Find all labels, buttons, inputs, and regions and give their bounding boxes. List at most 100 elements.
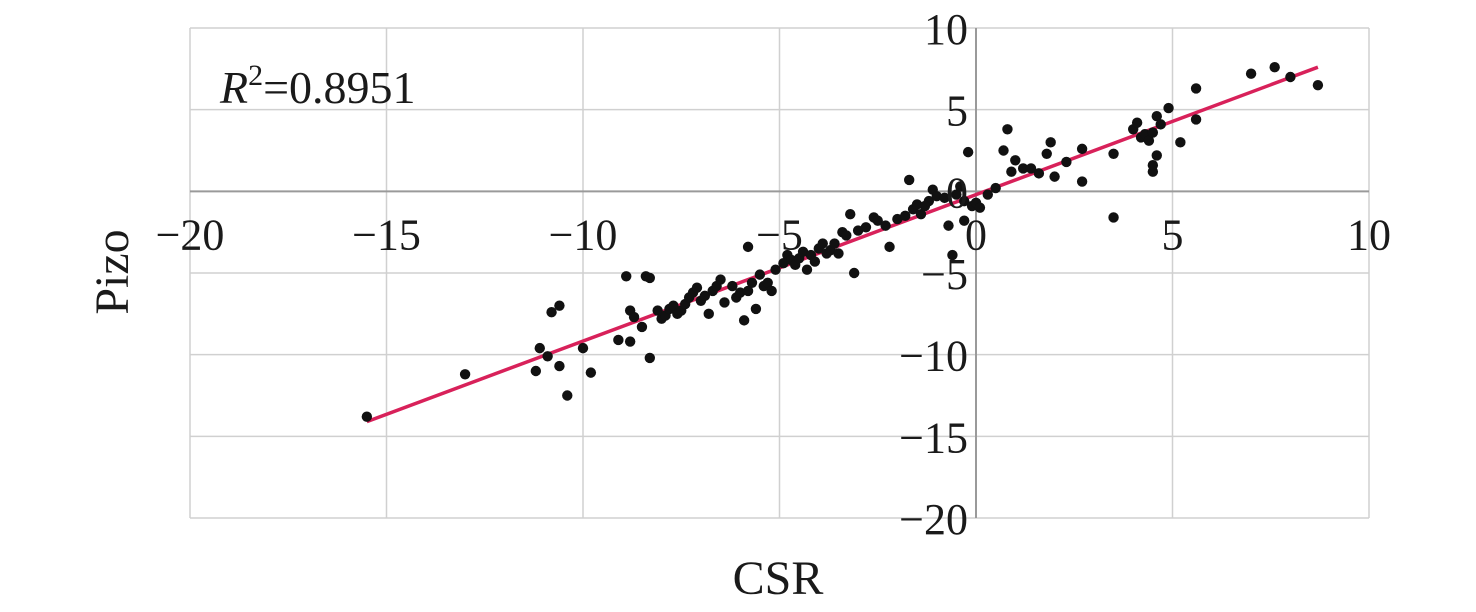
data-point <box>998 145 1009 156</box>
data-point <box>801 264 813 275</box>
data-point <box>1155 119 1166 130</box>
data-point <box>892 213 903 225</box>
data-point <box>959 215 970 226</box>
data-point <box>833 248 844 259</box>
data-point <box>1151 150 1162 161</box>
data-point <box>1269 61 1280 73</box>
data-point <box>990 182 1001 194</box>
data-point <box>459 369 471 380</box>
data-point <box>939 192 950 204</box>
data-point <box>1108 212 1119 223</box>
data-point <box>770 264 781 275</box>
y-tick-label: −20 <box>899 495 968 544</box>
y-tick-label: −15 <box>899 413 968 462</box>
data-point <box>951 189 962 200</box>
data-point <box>644 352 656 364</box>
data-point <box>530 365 542 377</box>
data-point <box>754 269 766 280</box>
data-point <box>959 195 970 207</box>
data-point <box>766 285 777 297</box>
data-point <box>534 342 545 354</box>
x-tick-label: −10 <box>549 210 618 259</box>
data-point <box>735 287 746 298</box>
data-point <box>628 311 640 323</box>
data-point <box>621 271 632 282</box>
data-point <box>982 189 993 200</box>
y-tick-label: 5 <box>946 87 968 136</box>
axes <box>190 28 1369 518</box>
data-point <box>1033 168 1045 179</box>
data-point <box>845 209 856 220</box>
data-point <box>943 220 954 231</box>
data-point <box>652 305 663 316</box>
data-point <box>829 238 840 249</box>
data-point <box>1017 163 1029 174</box>
data-point <box>1190 83 1202 94</box>
data-point <box>1147 127 1159 138</box>
data-point <box>1076 176 1088 187</box>
data-point <box>624 336 636 347</box>
data-point <box>746 277 758 288</box>
data-point <box>715 274 726 285</box>
y-axis-title: Pizo <box>86 229 139 314</box>
data-point <box>1010 155 1021 166</box>
data-points <box>361 61 1324 422</box>
data-point <box>1312 79 1324 91</box>
data-point <box>872 215 883 226</box>
data-point <box>955 181 966 192</box>
r-squared-annotation: R2=0.8951 <box>219 59 416 113</box>
data-point <box>750 303 762 315</box>
r-value: =0.8951 <box>263 62 415 113</box>
r-symbol: R <box>219 62 248 113</box>
data-point <box>860 222 872 233</box>
data-point <box>884 241 895 253</box>
data-point <box>1061 156 1072 168</box>
data-point <box>762 277 773 288</box>
data-point <box>1143 135 1155 146</box>
data-point <box>1147 160 1159 171</box>
data-point <box>613 334 624 346</box>
x-tick-label: −5 <box>756 210 803 259</box>
data-point <box>699 290 711 302</box>
y-tick-label: −5 <box>921 250 968 299</box>
data-point <box>962 146 974 158</box>
data-point <box>911 199 923 210</box>
data-point <box>1041 148 1052 159</box>
data-point <box>1245 68 1257 79</box>
data-point <box>546 307 557 318</box>
data-point <box>778 258 789 269</box>
data-point <box>1108 148 1119 159</box>
data-point <box>1175 137 1186 148</box>
y-tick-label: 0 <box>946 168 968 217</box>
data-point <box>880 220 891 231</box>
r-exponent: 2 <box>248 59 263 92</box>
data-point <box>797 246 809 257</box>
data-point <box>974 202 986 213</box>
data-point <box>562 390 573 401</box>
data-point <box>1006 166 1017 177</box>
data-point <box>668 300 679 311</box>
data-point <box>1025 163 1037 174</box>
data-point <box>1002 124 1013 135</box>
data-point <box>1045 137 1056 148</box>
data-point <box>923 195 935 207</box>
data-point <box>554 300 565 311</box>
data-point <box>931 191 942 202</box>
data-point <box>947 249 958 261</box>
y-tick-label: −10 <box>899 332 968 381</box>
data-point <box>585 367 597 378</box>
x-axis-title: CSR <box>733 552 824 605</box>
data-point <box>1190 114 1202 125</box>
data-point <box>742 285 754 297</box>
data-point <box>841 230 852 241</box>
data-point <box>809 256 821 267</box>
data-point <box>361 411 373 422</box>
data-point <box>903 174 915 186</box>
data-point <box>848 267 860 279</box>
x-tick-label: −20 <box>156 210 225 259</box>
data-point <box>1151 111 1162 122</box>
x-tick-label: 5 <box>1162 210 1184 259</box>
data-point <box>703 308 714 320</box>
